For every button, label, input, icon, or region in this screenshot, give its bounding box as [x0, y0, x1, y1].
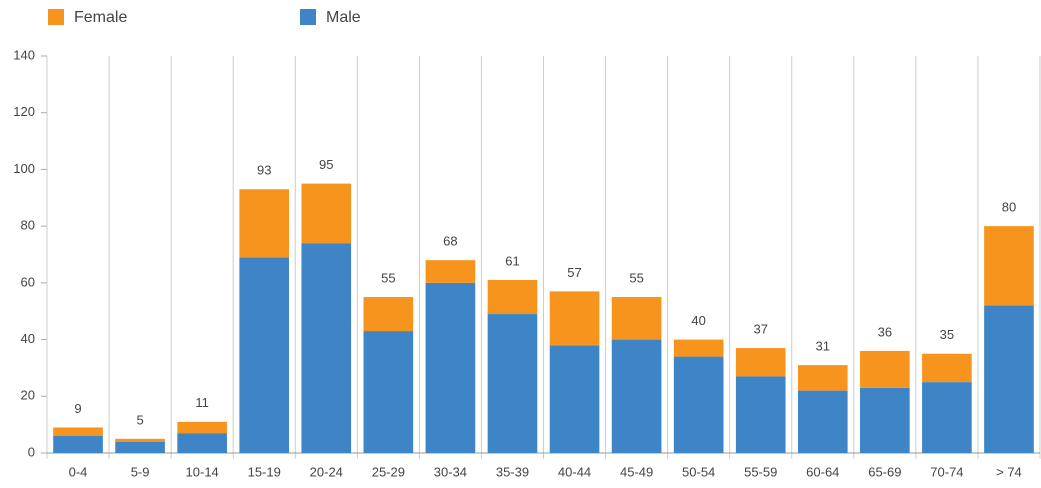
total-label: 35 [940, 327, 954, 342]
bar-segment [239, 189, 290, 258]
y-tick-label: 60 [21, 274, 35, 289]
bar-segment [984, 226, 1034, 306]
total-label: 55 [381, 270, 395, 285]
legend-label: Male [326, 9, 361, 26]
total-label: 57 [567, 265, 581, 280]
legend-swatch [300, 9, 316, 25]
bar-segment [177, 421, 227, 434]
total-label: 93 [257, 163, 271, 178]
x-tick-label: 65-69 [868, 464, 901, 479]
bar-segment [673, 339, 724, 357]
bar-segment [735, 348, 786, 377]
x-tick-label: 25-29 [372, 464, 405, 479]
y-tick-label: 0 [28, 444, 35, 459]
bar-segment [922, 382, 972, 453]
x-tick-label: 45-49 [620, 464, 653, 479]
bar-segment [611, 339, 662, 453]
y-tick-label: 80 [21, 218, 35, 233]
y-tick-label: 20 [21, 388, 35, 403]
bar-segment [115, 441, 165, 453]
bar-segment [301, 243, 352, 453]
bar-segment [922, 353, 972, 383]
total-label: 5 [136, 412, 143, 427]
legend-label: Female [74, 9, 127, 26]
total-label: 68 [443, 234, 457, 249]
total-label: 9 [74, 401, 81, 416]
total-label: 11 [195, 395, 209, 410]
bar-segment [487, 280, 538, 315]
y-tick-label: 120 [13, 104, 35, 119]
total-label: 36 [878, 324, 892, 339]
y-tick-label: 140 [13, 47, 35, 62]
total-label: 95 [319, 157, 333, 172]
bar-segment [363, 297, 414, 332]
x-tick-label: 10-14 [186, 464, 219, 479]
bar-segment [425, 282, 476, 453]
x-tick-label: > 74 [996, 464, 1022, 479]
bar-segment [860, 387, 910, 453]
total-label: 55 [629, 270, 643, 285]
x-tick-label: 0-4 [69, 464, 88, 479]
x-tick-label: 40-44 [558, 464, 591, 479]
x-tick-label: 15-19 [248, 464, 281, 479]
bar-segment [363, 331, 414, 453]
bar-segment [860, 350, 910, 388]
bar-segment [549, 345, 600, 453]
total-label: 40 [691, 313, 705, 328]
x-tick-label: 60-64 [806, 464, 839, 479]
x-tick-label: 5-9 [131, 464, 150, 479]
x-tick-label: 35-39 [496, 464, 529, 479]
bar-segment [301, 183, 352, 244]
bar-segment [239, 257, 290, 453]
legend-swatch [48, 9, 64, 25]
total-label: 61 [505, 253, 519, 268]
bar-segment [53, 435, 103, 453]
total-label: 31 [816, 339, 830, 354]
bar-segment [611, 297, 662, 340]
bar-segment [735, 376, 786, 453]
bar-segment [549, 291, 600, 346]
y-tick-label: 40 [21, 331, 35, 346]
bar-segment [797, 365, 848, 391]
bar-segment [673, 356, 724, 453]
bar-segment [425, 260, 476, 283]
y-tick-label: 100 [13, 161, 35, 176]
x-tick-label: 70-74 [930, 464, 963, 479]
x-tick-label: 30-34 [434, 464, 467, 479]
bar-segment [797, 390, 848, 453]
bar-segment [487, 314, 538, 453]
x-tick-label: 50-54 [682, 464, 715, 479]
x-tick-label: 20-24 [310, 464, 343, 479]
bar-segment [53, 427, 103, 436]
x-tick-label: 55-59 [744, 464, 777, 479]
total-label: 80 [1002, 200, 1016, 215]
bar-segment [984, 305, 1034, 453]
bar-segment [177, 433, 227, 453]
bar-segment [115, 438, 165, 442]
total-label: 37 [753, 322, 767, 337]
